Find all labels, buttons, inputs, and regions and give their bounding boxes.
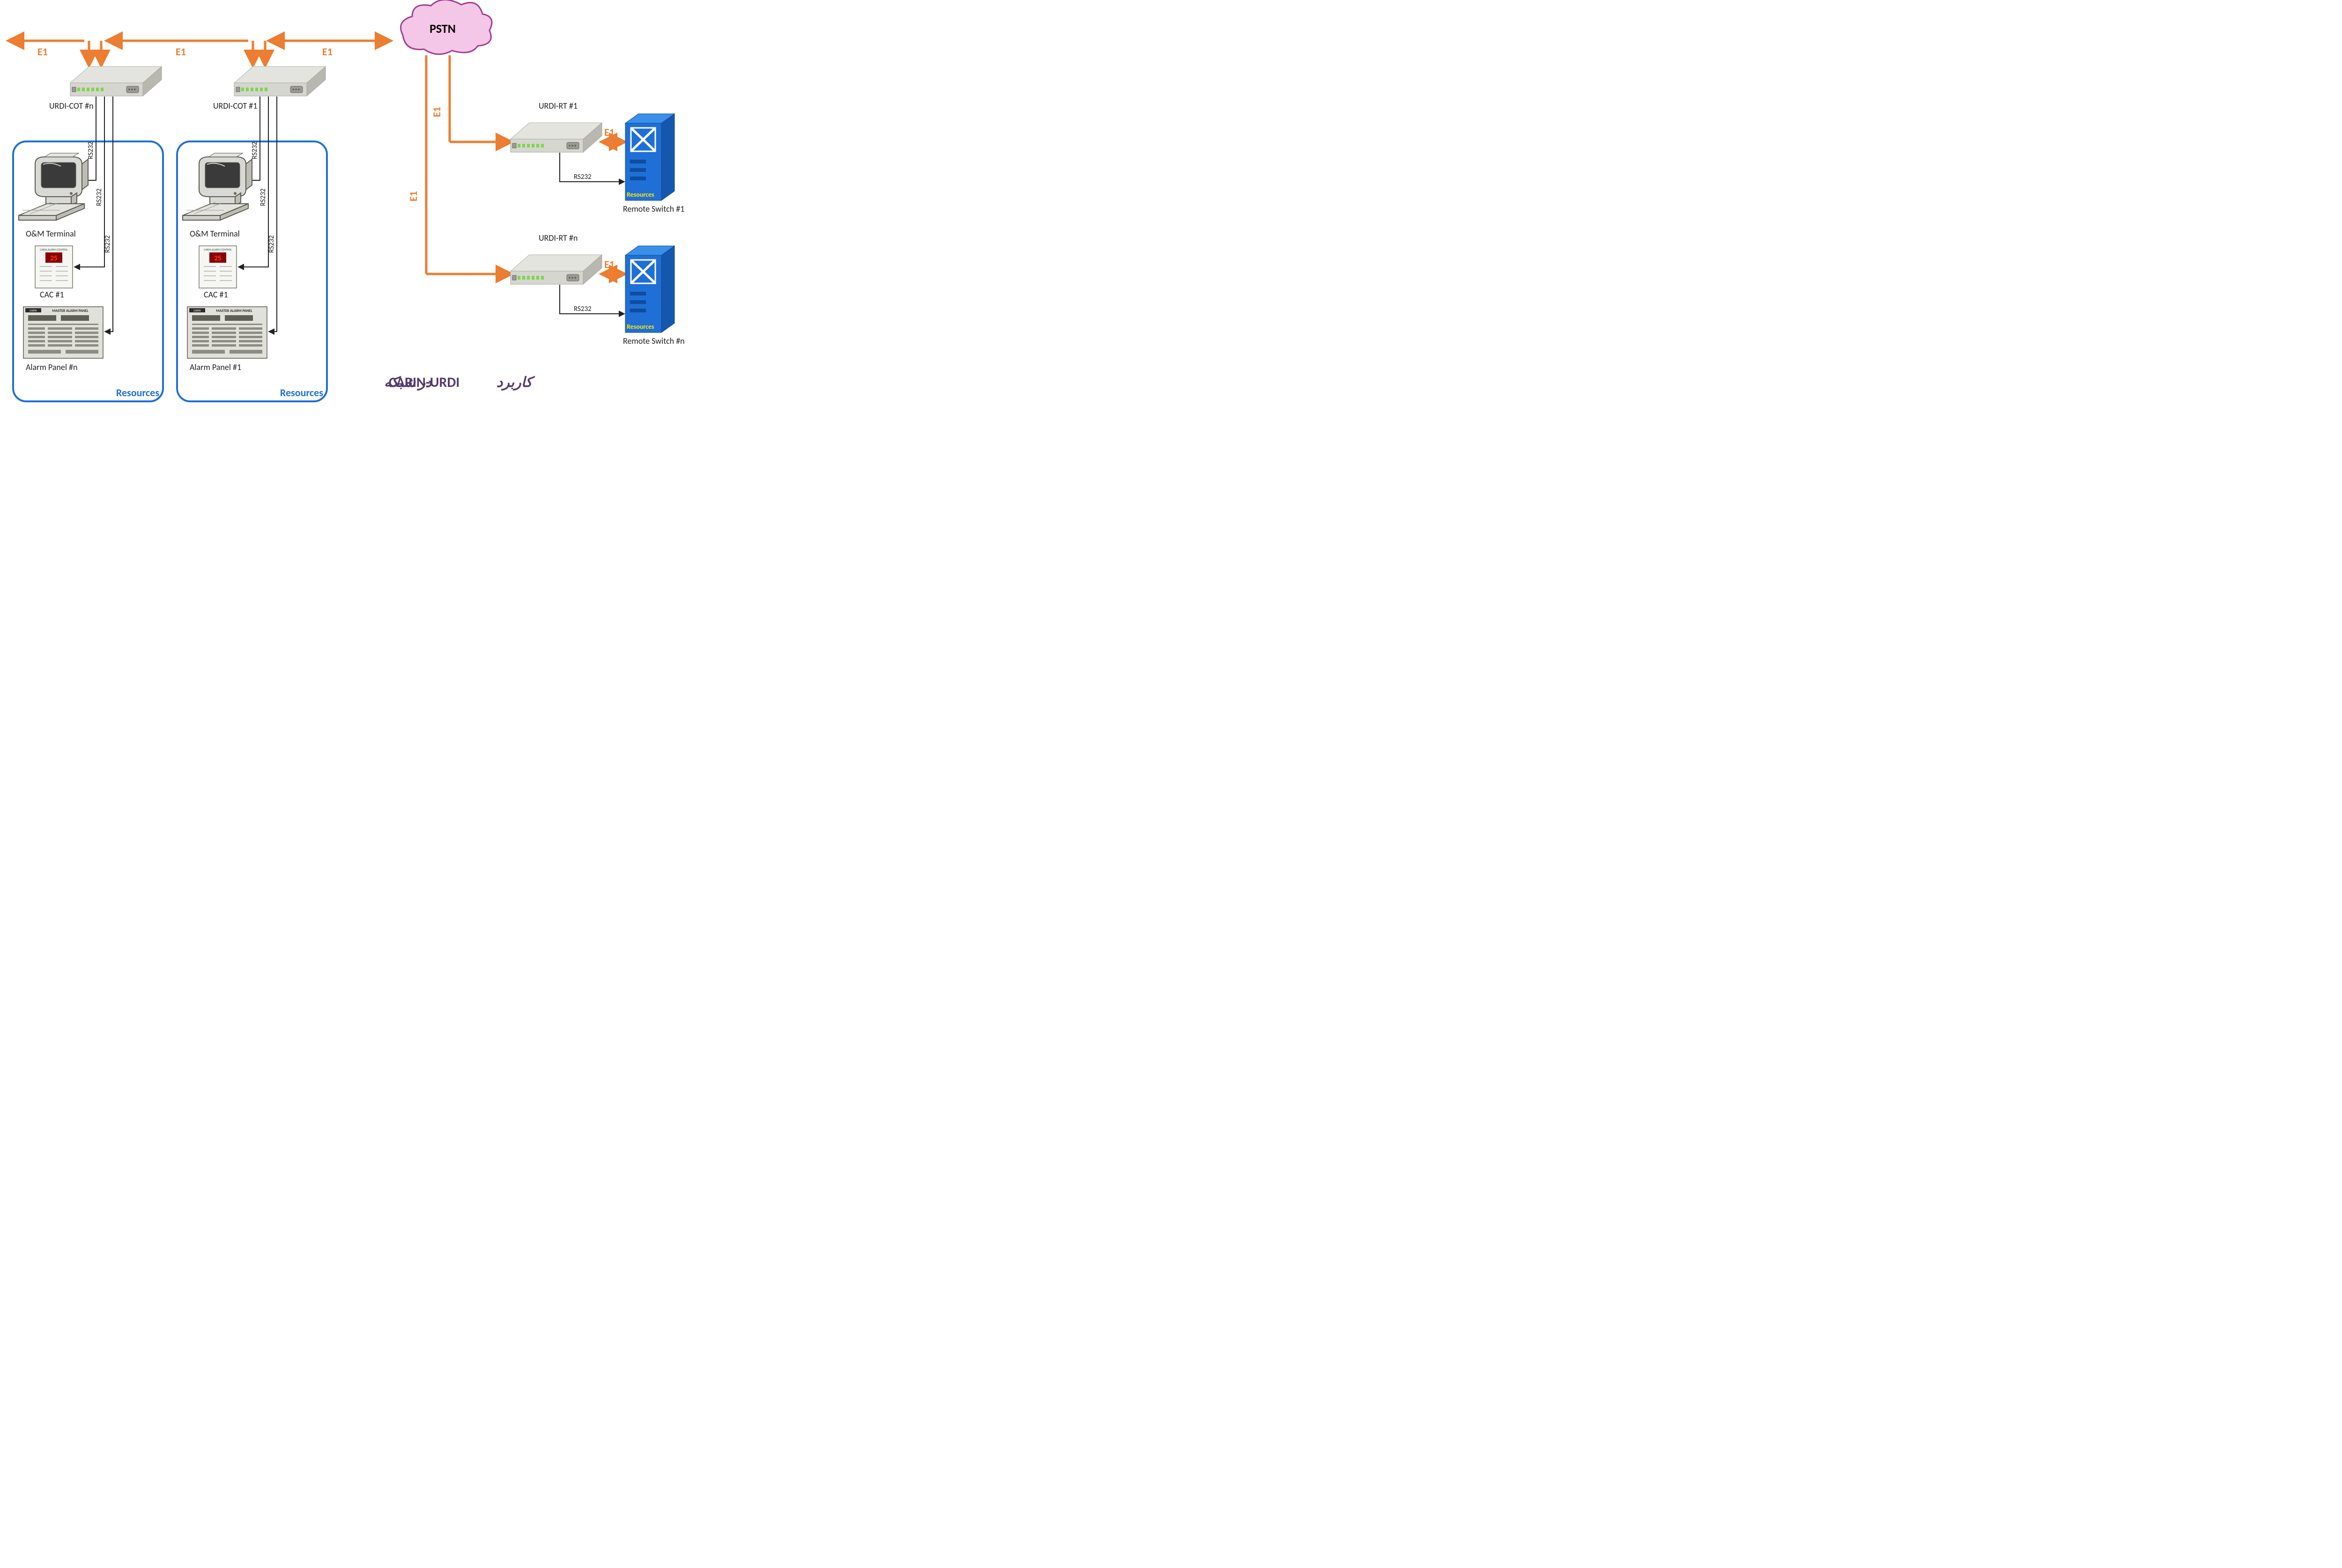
rs232-label-n1: RS232: [87, 141, 95, 159]
pstn-label: PSTN: [430, 21, 456, 36]
om-terminal-1-icon: [183, 153, 252, 220]
rs232-label-13: RS232: [267, 235, 276, 253]
rs232-label-n2: RS232: [95, 188, 104, 206]
remote-switch-n-label: Remote Switch #n: [623, 336, 685, 346]
pstn-cloud: PSTN: [401, 0, 492, 54]
cac-1-icon: [199, 246, 237, 288]
caption-suffix: در شبکه: [384, 374, 432, 391]
remote-switch-1-icon: [625, 114, 674, 200]
urdi-rt-1-label: URDI-RT #1: [539, 101, 578, 111]
e1-label-rt1: E1: [604, 126, 615, 139]
remote-switch-1-label: Remote Switch #1: [623, 204, 684, 214]
alarm-panel-n-label: Alarm Panel #n: [26, 362, 77, 372]
alarm-panel-1-label: Alarm Panel #1: [190, 362, 241, 372]
caption: کاربرد CARIN-URDI در شبکه: [384, 374, 535, 391]
urdi-cot-1-icon: [234, 67, 326, 96]
resources-label-1: Resources: [280, 386, 323, 399]
alarm-panel-1-icon: [187, 307, 267, 358]
rs232-label-rt1: RS232: [574, 173, 592, 181]
rs232-label-rtn: RS232: [574, 305, 592, 313]
rs232-label-12: RS232: [259, 188, 267, 206]
urdi-cot-n-label: URDI-COT #n: [49, 101, 94, 111]
rs232-label-11: RS232: [251, 141, 259, 159]
rs232-link-rtn: [560, 285, 624, 314]
pstn-to-rt-links: [426, 55, 511, 274]
rs232-links-1: [239, 96, 277, 332]
urdi-cot-n-icon: [70, 67, 162, 96]
e1-label-rtn: E1: [604, 258, 615, 271]
e1-label-mid: E1: [176, 45, 186, 58]
rs232-links-n: [75, 96, 113, 332]
urdi-rt-n-icon: [511, 255, 602, 284]
rs232-link-rt1: [560, 153, 624, 182]
om-terminal-n-label: O&M Terminal: [26, 229, 76, 239]
cac-n-icon: [35, 246, 73, 288]
cac-1-label: CAC #1: [204, 289, 228, 300]
om-terminal-n-icon: [19, 153, 88, 220]
urdi-rt-1-icon: [511, 123, 602, 152]
resources-label-n: Resources: [116, 386, 159, 399]
resources-yellow-n: Resources: [627, 323, 654, 331]
rs232-label-n3: RS232: [104, 235, 112, 253]
resources-yellow-1: Resources: [627, 191, 654, 199]
e1-label-right: E1: [322, 45, 333, 58]
alarm-panel-n-icon: [23, 307, 103, 358]
e1-label-v2: E1: [407, 191, 420, 201]
e1-label-v1: E1: [430, 107, 443, 117]
e1-label-left: E1: [37, 45, 48, 58]
om-terminal-1-label: O&M Terminal: [190, 229, 240, 239]
remote-switch-n-icon: [625, 246, 674, 333]
e1-bus: [9, 41, 390, 65]
urdi-rt-n-label: URDI-RT #n: [539, 233, 578, 243]
urdi-cot-1-label: URDI-COT #1: [213, 101, 257, 111]
caption-prefix: کاربرد: [497, 374, 535, 391]
cac-n-label: CAC #1: [40, 289, 64, 300]
